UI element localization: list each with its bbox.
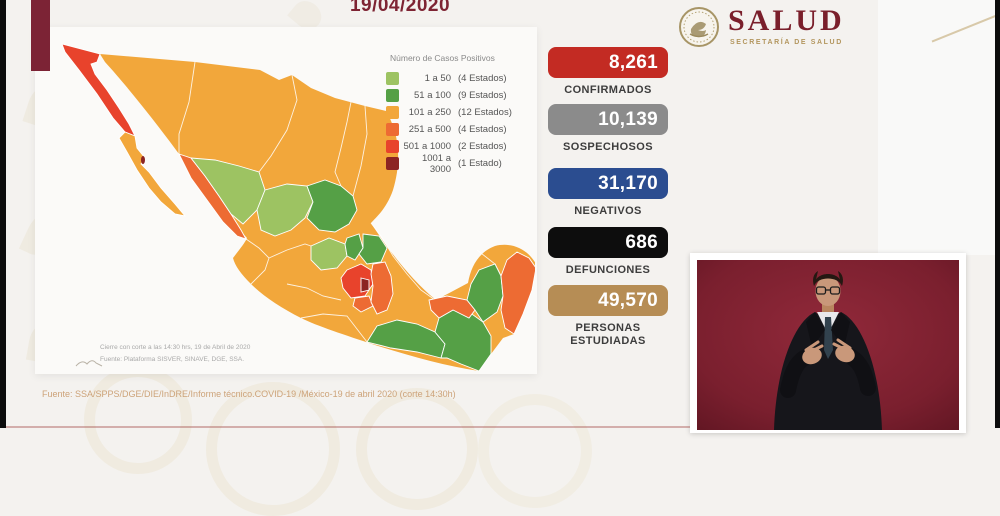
island	[141, 156, 145, 164]
background-light-band	[878, 0, 995, 255]
stat-value: 49,570	[598, 289, 658, 311]
legend-swatch	[386, 157, 399, 170]
stat-label: PERSONAS ESTUDIADAS	[570, 322, 646, 347]
signature-squiggle-icon	[75, 360, 103, 367]
state-cdmx	[360, 277, 370, 293]
stat-box: 31,170	[548, 168, 668, 199]
maroon-accent-bar	[31, 0, 50, 71]
legend-count: (4 Estados)	[458, 124, 507, 135]
stat-confirmados: 8,261 CONFIRMADOS	[548, 47, 668, 97]
mexico-choropleth-map	[61, 43, 535, 372]
stat-defunciones: 686 DEFUNCIONES	[548, 227, 668, 277]
legend-range: 1 a 50	[424, 73, 451, 84]
legend-range: 1001 a 3000	[421, 152, 451, 175]
stat-box: 8,261	[548, 47, 668, 78]
state-guanajuato	[310, 237, 348, 271]
state-baja-california	[61, 43, 136, 137]
state-queretaro	[344, 233, 364, 261]
stat-box: 49,570	[548, 285, 668, 316]
stat-value: 10,139	[598, 108, 658, 130]
stat-value: 8,261	[608, 51, 658, 73]
aztec-pattern-ring	[206, 382, 340, 516]
state-borders	[178, 61, 502, 343]
report-date: 19/04/2020	[349, 0, 451, 16]
state-san-luis-potosi	[306, 179, 358, 233]
stat-personas-estudiadas: 49,570 PERSONAS ESTUDIADAS	[548, 285, 668, 348]
legend-item: 251 a 500 (4 Estados)	[386, 121, 528, 138]
screen-edge-right	[995, 0, 1000, 428]
legend-item: 1001 a 3000 (1 Estado)	[386, 152, 528, 175]
legend-count: (12 Estados)	[458, 107, 512, 118]
stat-label: NEGATIVOS	[574, 205, 642, 217]
legend-range: 251 a 500	[408, 124, 451, 135]
legend-item: 1 a 50 (4 Estados)	[386, 70, 528, 87]
aztec-pattern-ring	[84, 366, 192, 474]
stat-sospechosos: 10,139 SOSPECHOSOS	[548, 104, 668, 154]
legend-count: (1 Estado)	[458, 158, 502, 169]
stat-box: 10,139	[548, 104, 668, 135]
state-regions	[61, 43, 535, 372]
legend-count: (9 Estados)	[458, 90, 507, 101]
legend-item: 101 a 250 (12 Estados)	[386, 104, 528, 121]
legend-item: 501 a 1000 (2 Estados)	[386, 138, 528, 155]
stat-box: 686	[548, 227, 668, 258]
legend-swatch	[386, 72, 399, 85]
aztec-pattern-ring	[478, 394, 592, 508]
legend-count: (2 Estados)	[458, 141, 507, 152]
map-footnote-source: Fuente: Plataforma SISVER, SINAVE, DGE, …	[100, 356, 245, 363]
legend-swatch	[386, 89, 399, 102]
legend-swatch	[386, 123, 399, 136]
source-footer: Fuente: SSA/SPPS/DGE/DIE/InDRE/Informe t…	[42, 389, 456, 399]
screen-edge-left	[0, 0, 6, 428]
state-hidalgo	[358, 233, 388, 265]
legend-count: (4 Estados)	[458, 73, 507, 84]
logo-title: SALUD	[728, 4, 845, 37]
legend-swatch	[386, 140, 399, 153]
stat-label: DEFUNCIONES	[565, 264, 651, 276]
legend-range: 51 a 100	[414, 90, 451, 101]
aztec-pattern-ring	[356, 388, 478, 510]
bottom-edge-tint	[6, 426, 690, 428]
state-puebla	[370, 261, 394, 315]
stat-label: CONFIRMADOS	[564, 84, 652, 96]
state-zacatecas	[256, 183, 314, 237]
interpreter-video-inset	[690, 253, 966, 433]
legend-title: Número de Casos Positivos	[390, 53, 495, 63]
stat-negativos: 31,170 NEGATIVOS	[548, 168, 668, 218]
logo-subtitle: SECRETARÍA DE SALUD	[730, 39, 843, 46]
stat-value: 686	[625, 231, 658, 253]
map-legend: Número de Casos Positivos 1 a 50 (4 Esta…	[386, 53, 528, 175]
map-footnote-cutoff: Cierre con corte a las 14:30 hrs, 19 de …	[100, 344, 251, 351]
legend-range: 501 a 1000	[403, 141, 451, 152]
legend-range: 101 a 250	[408, 107, 451, 118]
stat-label: SOSPECHOSOS	[563, 141, 653, 153]
legend-item: 51 a 100 (9 Estados)	[386, 87, 528, 104]
mexico-seal-icon	[679, 7, 719, 47]
state-baja-california-sur	[118, 131, 187, 217]
state-quintana-roo	[500, 251, 535, 335]
salud-logo: SALUD SECRETARÍA DE SALUD	[678, 6, 845, 48]
map-footnotes: Cierre con corte a las 14:30 hrs, 19 de …	[100, 342, 250, 366]
sign-language-interpreter	[697, 260, 959, 430]
stat-value: 31,170	[598, 172, 658, 194]
state-tabasco	[428, 295, 476, 319]
legend-swatch	[386, 106, 399, 119]
state-morelos	[352, 295, 374, 313]
